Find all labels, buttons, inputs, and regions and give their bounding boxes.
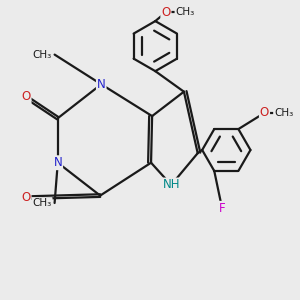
Text: N: N [53,156,62,169]
Text: CH₃: CH₃ [176,7,195,17]
Text: O: O [161,6,170,19]
Text: F: F [219,202,225,215]
Text: CH₃: CH₃ [32,198,52,208]
Text: CH₃: CH₃ [32,50,52,60]
Text: CH₃: CH₃ [274,108,293,118]
Text: O: O [260,106,269,119]
Text: N: N [97,78,106,91]
Text: O: O [21,191,31,204]
Text: NH: NH [163,178,180,191]
Text: O: O [21,91,31,103]
